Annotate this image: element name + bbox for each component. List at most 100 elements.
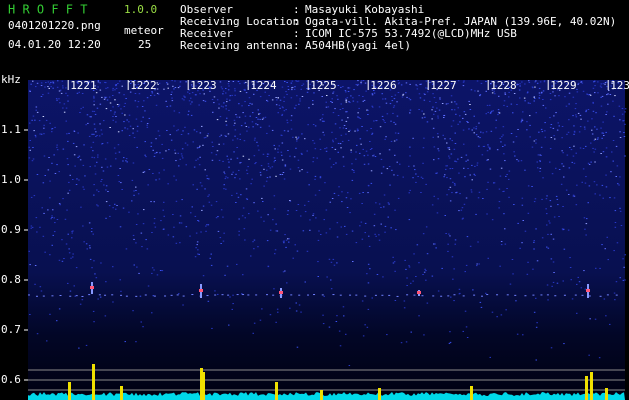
- noise-dot: [331, 198, 334, 199]
- noise-dot: [371, 94, 374, 96]
- noise-dot: [601, 137, 603, 139]
- noise-dot: [174, 152, 177, 154]
- noise-dot: [588, 164, 591, 165]
- noise-dot: [132, 310, 134, 312]
- noise-dot: [364, 232, 366, 234]
- noise-dot: [105, 82, 107, 84]
- noise-dot: [180, 134, 183, 135]
- noise-dot: [52, 234, 54, 236]
- noise-dot: [418, 315, 420, 317]
- noise-dot: [248, 126, 250, 128]
- noise-dot: [606, 81, 608, 83]
- noise-dot: [240, 194, 242, 196]
- noise-dot: [368, 245, 371, 247]
- noise-dot: [517, 222, 519, 224]
- noise-dot: [74, 295, 76, 297]
- noise-dot: [187, 114, 189, 116]
- info-separator: :: [293, 39, 300, 52]
- noise-dot: [43, 133, 45, 135]
- noise-dot: [210, 253, 212, 255]
- noise-dot: [88, 245, 91, 247]
- noise-dot: [367, 114, 369, 115]
- echo-trace: [364, 295, 367, 297]
- noise-dot: [143, 100, 145, 102]
- noise-dot: [566, 133, 568, 135]
- noise-dot: [253, 93, 255, 95]
- noise-dot: [174, 80, 176, 82]
- noise-dot: [473, 115, 475, 117]
- noise-dot: [300, 88, 302, 90]
- noise-dot: [63, 111, 66, 113]
- noise-dot: [277, 311, 279, 313]
- noise-dot: [503, 104, 505, 106]
- noise-dot: [226, 101, 228, 103]
- noise-dot: [584, 128, 586, 130]
- noise-dot: [266, 177, 269, 179]
- noise-dot: [243, 140, 246, 142]
- echo-trace: [104, 294, 107, 296]
- noise-dot: [117, 105, 120, 107]
- noise-dot: [409, 146, 411, 148]
- noise-dot: [582, 90, 585, 92]
- noise-dot: [208, 194, 210, 196]
- noise-dot: [449, 138, 451, 140]
- noise-dot: [272, 219, 274, 221]
- noise-dot: [345, 233, 348, 235]
- noise-dot: [538, 97, 541, 99]
- noise-dot: [125, 160, 127, 162]
- noise-dot: [93, 95, 95, 97]
- noise-dot: [81, 93, 84, 94]
- noise-dot: [380, 223, 382, 225]
- noise-dot: [337, 194, 340, 196]
- echo-trace: [170, 294, 173, 296]
- noise-dot: [108, 205, 111, 207]
- noise-dot: [35, 86, 37, 88]
- noise-dot: [444, 80, 447, 82]
- noise-dot: [538, 131, 540, 133]
- noise-dot: [121, 85, 123, 87]
- noise-dot: [52, 209, 54, 211]
- version: 1.0.0: [124, 3, 157, 16]
- noise-dot: [105, 108, 108, 110]
- noise-dot: [30, 225, 33, 227]
- noise-dot: [238, 103, 240, 105]
- noise-dot: [184, 96, 186, 98]
- noise-dot: [62, 107, 64, 109]
- noise-dot: [549, 126, 552, 128]
- noise-dot: [124, 341, 126, 343]
- noise-dot: [605, 315, 607, 317]
- noise-dot: [218, 103, 220, 105]
- noise-dot: [112, 106, 114, 108]
- noise-dot: [92, 310, 95, 312]
- noise-dot: [397, 197, 400, 199]
- noise-dot: [58, 308, 61, 310]
- noise-dot: [96, 189, 98, 191]
- noise-dot: [474, 90, 476, 92]
- noise-dot: [382, 276, 384, 278]
- noise-dot: [601, 184, 604, 186]
- noise-dot: [342, 108, 344, 109]
- noise-dot: [619, 87, 622, 89]
- noise-dot: [75, 267, 78, 269]
- noise-dot: [195, 232, 198, 234]
- noise-dot: [533, 240, 535, 242]
- noise-dot: [118, 181, 120, 183]
- noise-dot: [286, 119, 288, 121]
- noise-dot: [502, 126, 505, 128]
- noise-dot: [287, 238, 289, 240]
- noise-dot: [290, 128, 293, 130]
- noise-dot: [502, 146, 504, 147]
- noise-dot: [72, 253, 74, 255]
- noise-dot: [385, 102, 388, 104]
- noise-dot: [298, 304, 301, 306]
- echo-trace: [381, 294, 384, 296]
- noise-dot: [486, 159, 488, 161]
- noise-dot: [534, 86, 536, 88]
- noise-dot: [338, 186, 340, 188]
- noise-dot: [351, 163, 353, 165]
- noise-dot: [449, 341, 452, 343]
- noise-dot: [295, 147, 297, 149]
- noise-dot: [73, 130, 76, 132]
- noise-dot: [347, 87, 349, 89]
- noise-dot: [498, 207, 500, 209]
